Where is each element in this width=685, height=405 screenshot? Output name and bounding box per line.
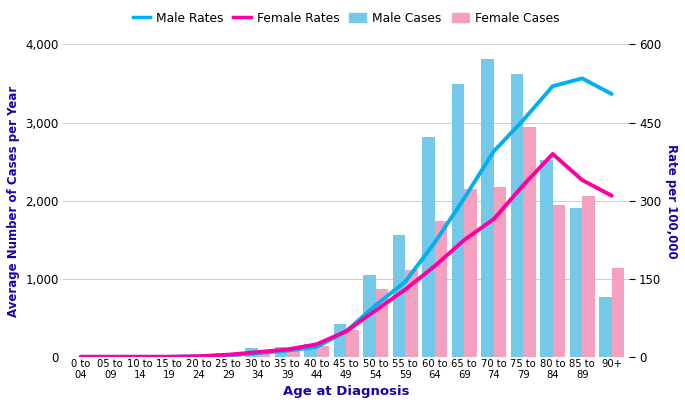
- Bar: [482, 60, 494, 357]
- Bar: [494, 187, 506, 357]
- Bar: [127, 356, 140, 357]
- Bar: [435, 221, 447, 357]
- Legend: Male Rates, Female Rates, Male Cases, Female Cases: Male Rates, Female Rates, Male Cases, Fe…: [128, 7, 564, 30]
- Bar: [376, 289, 388, 357]
- Bar: [245, 348, 258, 357]
- Bar: [582, 196, 595, 357]
- Bar: [228, 354, 240, 357]
- Bar: [186, 356, 199, 357]
- X-axis label: Age at Diagnosis: Age at Diagnosis: [283, 385, 410, 398]
- Bar: [258, 351, 270, 357]
- Y-axis label: Average Number of Cases per Year: Average Number of Cases per Year: [7, 85, 20, 317]
- Bar: [553, 205, 565, 357]
- Bar: [570, 208, 582, 357]
- Bar: [275, 347, 287, 357]
- Bar: [452, 84, 464, 357]
- Bar: [464, 189, 477, 357]
- Bar: [393, 235, 406, 357]
- Bar: [157, 356, 169, 357]
- Bar: [511, 74, 523, 357]
- Bar: [334, 324, 346, 357]
- Bar: [346, 330, 359, 357]
- Bar: [406, 270, 418, 357]
- Bar: [540, 160, 553, 357]
- Bar: [599, 297, 612, 357]
- Bar: [316, 346, 329, 357]
- Bar: [423, 137, 435, 357]
- Bar: [68, 356, 81, 357]
- Bar: [287, 350, 299, 357]
- Bar: [612, 268, 624, 357]
- Bar: [199, 356, 211, 357]
- Y-axis label: Rate per 100,000: Rate per 100,000: [665, 144, 678, 258]
- Bar: [98, 356, 110, 357]
- Bar: [523, 127, 536, 357]
- Bar: [169, 356, 182, 357]
- Bar: [216, 353, 228, 357]
- Bar: [304, 343, 316, 357]
- Bar: [363, 275, 376, 357]
